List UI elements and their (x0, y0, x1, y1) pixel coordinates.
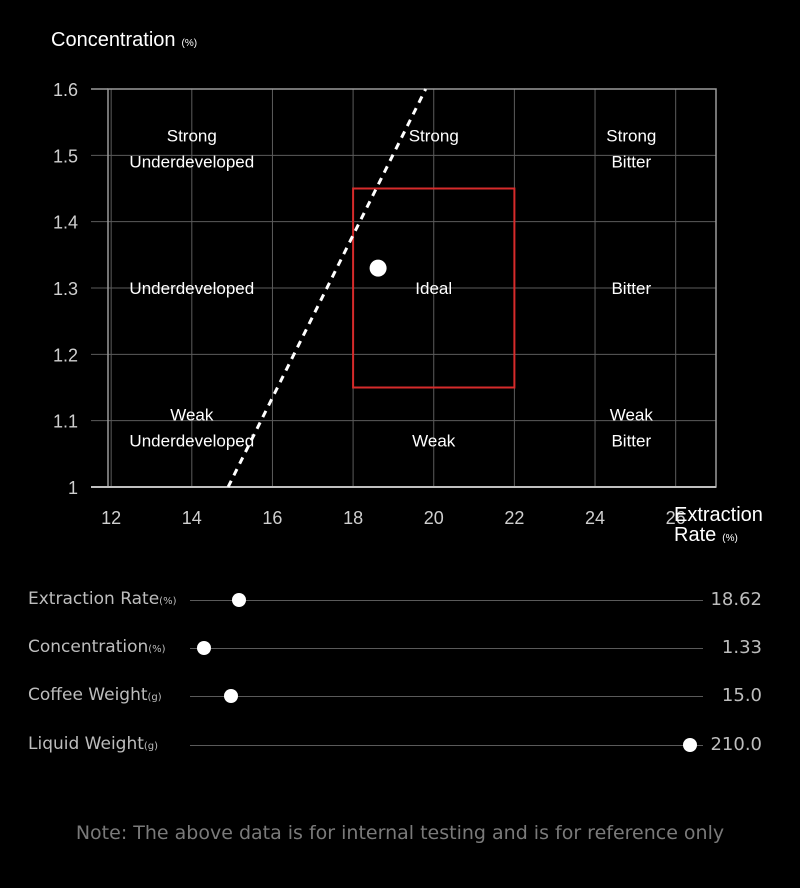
region-label: Bitter (611, 279, 651, 298)
slider-thumb[interactable] (196, 641, 211, 655)
slider-unit: (g) (143, 741, 159, 752)
slider-track[interactable] (190, 648, 703, 649)
slider-unit: (g) (147, 692, 162, 703)
slider-value: 1.33 (721, 637, 762, 658)
x-axis-title-line1: Extraction (674, 504, 763, 526)
x-tick-label: 22 (504, 508, 524, 528)
region-label: Underdeveloped (129, 431, 254, 450)
region-label: Underdeveloped (129, 153, 254, 172)
slider-row: Liquid Weight(g) 210.0 (0, 730, 800, 760)
region-label: Strong (167, 127, 217, 146)
data-point (369, 259, 387, 277)
x-tick-label: 18 (343, 508, 363, 528)
slider-label-text: Coffee Weight (28, 685, 148, 705)
slider-label-text: Concentration (28, 637, 149, 657)
region-label: Underdeveloped (129, 279, 254, 298)
slider-row: Coffee Weight(g) 15.0 (0, 681, 800, 711)
x-tick-label: 20 (424, 508, 444, 528)
region-label: Bitter (611, 431, 651, 450)
x-tick-label: 26 (666, 508, 686, 528)
slider-label-text: Extraction Rate (28, 589, 160, 609)
region-label: Weak (170, 405, 214, 424)
region-label: Weak (610, 405, 654, 424)
slider-value: 210.0 (710, 734, 762, 755)
slider-label-text: Liquid Weight (28, 734, 144, 754)
x-tick-label: 16 (262, 508, 282, 528)
region-label: Ideal (415, 279, 452, 298)
x-tick-label: 24 (585, 508, 605, 528)
y-tick-label: 1.5 (53, 146, 78, 166)
region-label: Bitter (611, 153, 651, 172)
slider-track[interactable] (190, 600, 703, 601)
y-tick-label: 1.6 (53, 80, 78, 100)
slider-thumb[interactable] (224, 689, 239, 703)
slider-unit: (%) (148, 644, 166, 655)
slider-thumb[interactable] (232, 593, 247, 607)
ideal-box (352, 187, 516, 389)
disclaimer-note: Note: The above data is for internal tes… (75, 822, 725, 844)
slider-label: Extraction Rate(%) (28, 589, 176, 609)
slider-track[interactable] (190, 745, 703, 746)
y-tick-label: 1.4 (53, 213, 78, 233)
slider-row: Concentration(%) 1.33 (0, 633, 800, 663)
region-label: Weak (412, 432, 456, 451)
region-label: Strong (606, 127, 656, 146)
y-axis-title: Concentration (%) (51, 29, 197, 51)
y-tick-label: 1.3 (53, 279, 78, 299)
y-axis-unit: (%) (182, 38, 198, 49)
x-axis-title-line2: Rate (%) (674, 524, 738, 546)
region-label: Strong (409, 126, 459, 145)
x-tick-label: 14 (182, 508, 202, 528)
slider-label: Liquid Weight(g) (28, 734, 158, 754)
ideal-zone (352, 187, 516, 389)
slider-thumb[interactable] (683, 738, 698, 752)
x-axis-unit: (%) (722, 533, 738, 544)
slider-label: Coffee Weight(g) (28, 685, 162, 705)
ratio-dashed-line (226, 88, 428, 488)
current-point (369, 259, 387, 277)
y-tick-label: 1.2 (53, 345, 78, 365)
slider-row: Extraction Rate(%) 18.62 (0, 585, 800, 615)
slider-label: Concentration(%) (28, 637, 166, 657)
slider-value: 18.62 (710, 589, 762, 610)
y-tick-label: 1 (68, 478, 78, 498)
slider-value: 15.0 (721, 685, 762, 706)
slider-unit: (%) (159, 596, 177, 607)
slider-track[interactable] (190, 696, 703, 697)
x-tick-label: 12 (101, 508, 121, 528)
y-tick-label: 1.1 (53, 412, 78, 432)
region-labels: Strong Underdeveloped Strong Strong Bitter Un… (129, 126, 656, 450)
extraction-chart: Concentration (%) StrongUnderdevelopedStr… (51, 29, 763, 546)
axis-ticks: 12 14 16 18 20 22 24 26 1 1.1 1.2 1.3 1.4 1.5 1.6 (53, 80, 686, 528)
ratio-line (226, 88, 428, 488)
